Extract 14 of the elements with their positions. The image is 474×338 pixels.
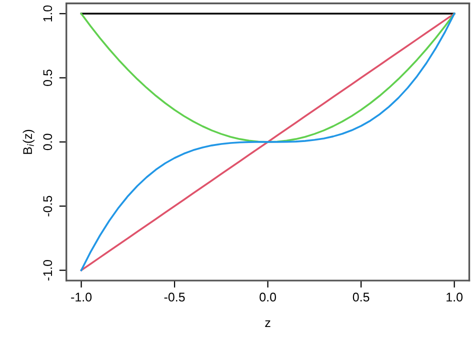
line-series xyxy=(80,12,456,272)
y-tick-label: -0.5 xyxy=(43,196,52,216)
x-tick-label: -0.5 xyxy=(164,292,185,302)
x-tick-label: 0.0 xyxy=(260,292,276,302)
line-series xyxy=(80,12,456,143)
x-tick-label: 0.5 xyxy=(352,292,370,302)
x-tick-label: 1.0 xyxy=(446,292,463,302)
y-axis-title: B$_{i}$(z) xyxy=(22,130,34,154)
y-tick-label: 0.0 xyxy=(43,134,52,150)
x-tick-label: -1.0 xyxy=(71,292,92,302)
y-tick-label: -1.0 xyxy=(43,260,52,280)
x-axis-title: z xyxy=(265,320,270,327)
y-tick-label: 0.5 xyxy=(43,70,52,86)
y-tick-label: 1.0 xyxy=(43,5,52,22)
